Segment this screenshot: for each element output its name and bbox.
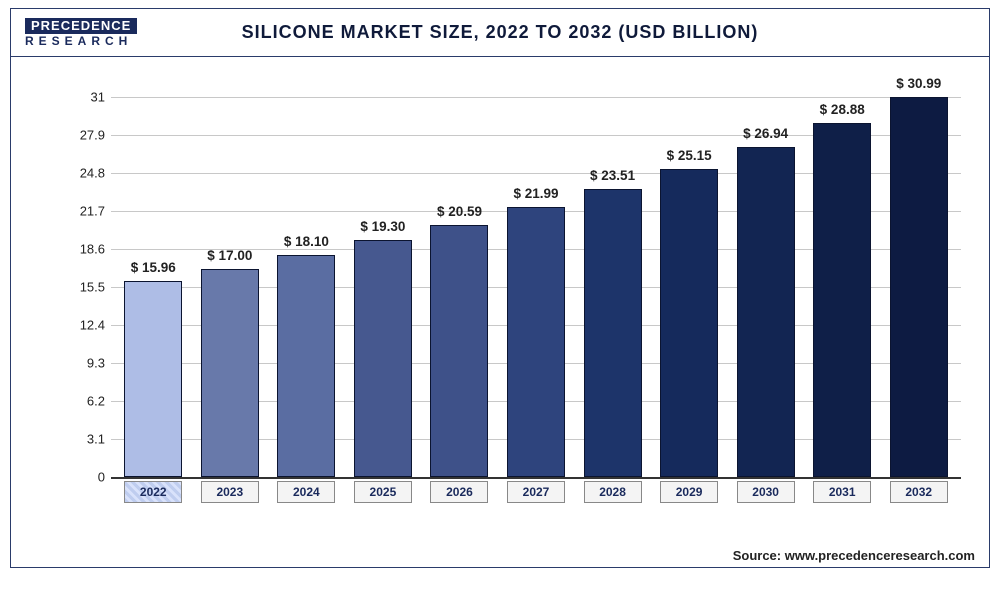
bar-rect: [737, 147, 795, 477]
bar-value-label: $ 26.94: [743, 126, 788, 141]
bar-2022: $ 15.96: [115, 260, 192, 477]
y-tick-label: 24.8: [61, 166, 105, 181]
x-tick-label: 2026: [430, 481, 488, 503]
x-tick-label: 2027: [507, 481, 565, 503]
bar-rect: [430, 225, 488, 477]
y-tick-label: 18.6: [61, 242, 105, 257]
x-tick-2031: 2031: [804, 481, 881, 513]
bar-value-label: $ 21.99: [513, 186, 558, 201]
bar-rect: [660, 169, 718, 477]
y-tick-label: 12.4: [61, 318, 105, 333]
bar-value-label: $ 20.59: [437, 204, 482, 219]
header: PRECEDENCE RESEARCH SILICONE MARKET SIZE…: [11, 9, 989, 57]
x-tick-label: 2030: [737, 481, 795, 503]
y-tick-label: 6.2: [61, 394, 105, 409]
x-tick-2028: 2028: [574, 481, 651, 513]
bar-rect: [890, 97, 948, 477]
x-tick-label: 2022: [124, 481, 182, 503]
bar-2028: $ 23.51: [574, 168, 651, 477]
bar-rect: [813, 123, 871, 477]
bar-value-label: $ 23.51: [590, 168, 635, 183]
bar-value-label: $ 28.88: [820, 102, 865, 117]
x-tick-2029: 2029: [651, 481, 728, 513]
x-tick-label: 2029: [660, 481, 718, 503]
bar-2030: $ 26.94: [727, 126, 804, 477]
bars-container: $ 15.96 $ 17.00 $ 18.10 $ 19.30 $ 20.59 $ 21.…: [111, 97, 961, 477]
x-tick-label: 2025: [354, 481, 412, 503]
bar-value-label: $ 17.00: [207, 248, 252, 263]
bar-rect: [584, 189, 642, 477]
bar-value-label: $ 15.96: [131, 260, 176, 275]
x-tick-2024: 2024: [268, 481, 345, 513]
bar-2032: $ 30.99: [880, 76, 957, 477]
gridline: [111, 477, 961, 479]
source-text: Source: www.precedenceresearch.com: [733, 548, 975, 563]
x-tick-label: 2028: [584, 481, 642, 503]
y-tick-label: 27.9: [61, 128, 105, 143]
chart-title: SILICONE MARKET SIZE, 2022 TO 2032 (USD …: [11, 22, 989, 43]
bar-2026: $ 20.59: [421, 204, 498, 477]
bar-2027: $ 21.99: [498, 186, 575, 477]
y-tick-label: 21.7: [61, 204, 105, 219]
bar-value-label: $ 18.10: [284, 234, 329, 249]
plot-area: 03.16.29.312.415.518.621.724.827.931 $ 1…: [61, 97, 961, 497]
y-tick-label: 3.1: [61, 432, 105, 447]
x-tick-2025: 2025: [345, 481, 422, 513]
x-tick-2022: 2022: [115, 481, 192, 513]
bar-rect: [277, 255, 335, 477]
x-tick-2027: 2027: [498, 481, 575, 513]
x-tick-label: 2023: [201, 481, 259, 503]
bar-rect: [124, 281, 182, 477]
chart-frame: PRECEDENCE RESEARCH SILICONE MARKET SIZE…: [10, 8, 990, 568]
y-tick-label: 31: [61, 90, 105, 105]
x-tick-2030: 2030: [727, 481, 804, 513]
x-tick-2023: 2023: [192, 481, 269, 513]
x-tick-label: 2024: [277, 481, 335, 503]
bar-2031: $ 28.88: [804, 102, 881, 477]
y-tick-label: 15.5: [61, 280, 105, 295]
x-tick-2032: 2032: [880, 481, 957, 513]
x-tick-label: 2032: [890, 481, 948, 503]
bar-2029: $ 25.15: [651, 148, 728, 477]
x-tick-label: 2031: [813, 481, 871, 503]
bar-2023: $ 17.00: [192, 248, 269, 477]
bar-rect: [354, 240, 412, 477]
bar-rect: [507, 207, 565, 477]
x-tick-2026: 2026: [421, 481, 498, 513]
bar-value-label: $ 30.99: [896, 76, 941, 91]
x-axis: 2022 2023 2024 2025 2026 2027 2028 2029 2030 2031…: [111, 481, 961, 513]
bar-value-label: $ 25.15: [667, 148, 712, 163]
y-tick-label: 9.3: [61, 356, 105, 371]
bar-2024: $ 18.10: [268, 234, 345, 477]
bar-rect: [201, 269, 259, 477]
bar-2025: $ 19.30: [345, 219, 422, 477]
bar-value-label: $ 19.30: [360, 219, 405, 234]
y-tick-label: 0: [61, 470, 105, 485]
